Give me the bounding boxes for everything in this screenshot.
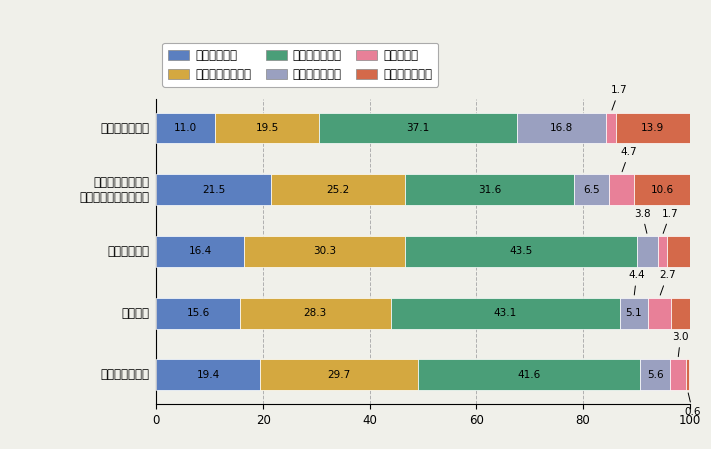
Text: 3.0: 3.0 <box>673 332 689 357</box>
Text: 19.5: 19.5 <box>255 123 279 133</box>
Bar <box>156 174 271 205</box>
Text: 41.6: 41.6 <box>518 370 541 380</box>
Bar <box>648 298 671 329</box>
Legend: 好感が持てる, やや好感が持てる, 何とも思わない, やや印象が悪い, 印象が悪い, 見たことがない: 好感が持てる, やや好感が持てる, 何とも思わない, やや印象が悪い, 印象が悪… <box>162 43 438 87</box>
Text: 1.7: 1.7 <box>611 85 627 110</box>
Bar <box>240 298 390 329</box>
Text: 6.5: 6.5 <box>583 185 599 195</box>
Text: 2.7: 2.7 <box>659 270 675 295</box>
Bar <box>405 174 574 205</box>
Text: 11.0: 11.0 <box>174 123 198 133</box>
Text: 1.7: 1.7 <box>662 209 678 233</box>
Bar <box>606 113 616 144</box>
Text: 13.9: 13.9 <box>641 123 664 133</box>
Text: 16.4: 16.4 <box>188 247 212 256</box>
Text: 28.3: 28.3 <box>304 308 326 318</box>
Bar <box>319 113 517 144</box>
Bar <box>658 236 667 267</box>
Bar <box>634 174 690 205</box>
Text: 3.8: 3.8 <box>634 209 651 233</box>
Bar <box>271 174 405 205</box>
Text: 0.6: 0.6 <box>685 393 701 418</box>
Bar <box>574 174 609 205</box>
Text: 5.6: 5.6 <box>647 370 663 380</box>
Bar <box>405 236 638 267</box>
Text: 16.8: 16.8 <box>550 123 573 133</box>
Bar <box>667 236 690 267</box>
Bar <box>671 298 690 329</box>
Bar <box>215 113 319 144</box>
Text: 4.4: 4.4 <box>629 270 645 295</box>
Bar <box>640 359 670 390</box>
Text: 15.6: 15.6 <box>186 308 210 318</box>
Bar <box>390 298 621 329</box>
Text: 43.5: 43.5 <box>510 247 533 256</box>
Bar <box>609 174 634 205</box>
Bar <box>621 298 648 329</box>
Bar <box>260 359 418 390</box>
Text: 43.1: 43.1 <box>494 308 517 318</box>
Bar <box>517 113 606 144</box>
Text: 10.6: 10.6 <box>651 185 673 195</box>
Bar <box>686 359 689 390</box>
Bar <box>156 298 240 329</box>
Text: 19.4: 19.4 <box>196 370 220 380</box>
Bar <box>156 236 244 267</box>
Text: 4.7: 4.7 <box>621 147 638 172</box>
Bar <box>156 359 260 390</box>
Bar <box>638 236 658 267</box>
Bar <box>616 113 690 144</box>
Text: 31.6: 31.6 <box>478 185 501 195</box>
Text: 37.1: 37.1 <box>407 123 429 133</box>
Text: 21.5: 21.5 <box>202 185 225 195</box>
Text: 25.2: 25.2 <box>326 185 350 195</box>
Bar <box>418 359 640 390</box>
Bar <box>670 359 686 390</box>
Bar <box>156 113 215 144</box>
Text: 29.7: 29.7 <box>328 370 351 380</box>
Text: 5.1: 5.1 <box>626 308 642 318</box>
Bar <box>244 236 405 267</box>
Text: 30.3: 30.3 <box>313 247 336 256</box>
